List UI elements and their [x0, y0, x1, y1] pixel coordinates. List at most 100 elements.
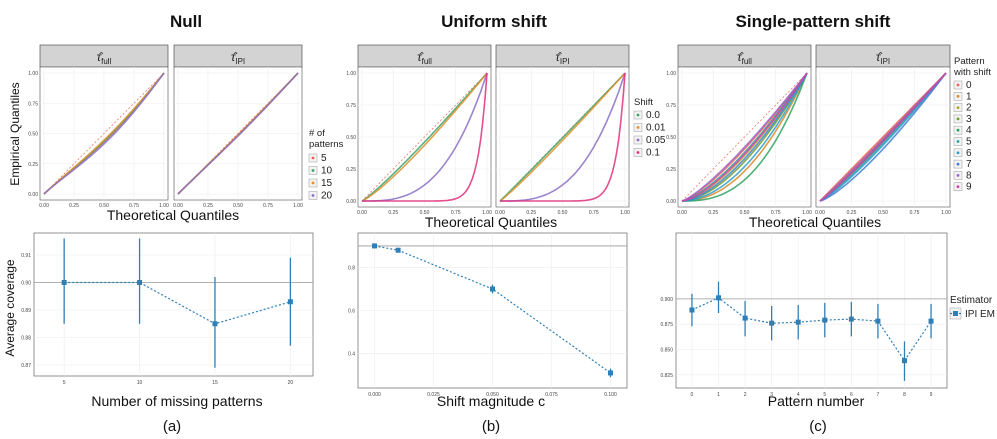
- qq-single-legend-dot-4: [956, 128, 960, 132]
- qq-uniform-full-ytick: 0.75: [346, 103, 356, 109]
- qq-single-legend-label-3: 3: [966, 114, 972, 125]
- qq-uniform-legend-title: Shift: [634, 97, 653, 108]
- coverage-single-point: [901, 358, 907, 364]
- qq-single-legend-dot-1: [956, 94, 960, 98]
- qq-single-full-series-8: [681, 72, 808, 202]
- qq-null-legend-title: # of: [309, 128, 325, 139]
- qq-null-legend-dot-5: [311, 156, 315, 160]
- qq-uniform-full-xtick: 0.50: [420, 210, 430, 216]
- coverage-uniform-xtick: 0.050: [486, 392, 499, 398]
- qq-null-full-ytick: 1.00: [28, 71, 38, 77]
- qq-uniform-legend-dot-0.1: [636, 151, 640, 154]
- coverage-single-point: [689, 307, 695, 313]
- qq-uniform-full-series-0.1: [362, 72, 488, 202]
- coverage-single-xtick: 9: [930, 392, 933, 398]
- qq-null-full-xtick: 0.50: [99, 203, 109, 209]
- coverage-single-ytick: 0.825: [660, 373, 673, 379]
- qq-uniform-IPI-xtick: 0.25: [526, 210, 536, 216]
- coverage-xlabel-single: Pattern number: [768, 393, 865, 409]
- qq-null-IPI-series-20: [177, 72, 299, 195]
- qq-null-IPI-xtick: 0.25: [203, 203, 213, 209]
- coverage-ylabel: Average coverage: [3, 259, 17, 357]
- coverage-single-legend-marker: [953, 311, 958, 316]
- coverage-single-legend-label: IPI EM: [965, 309, 995, 320]
- coverage-single-point: [875, 318, 881, 324]
- qq-single-full-xtick: 1.00: [802, 210, 812, 216]
- qq-null-legend-label-10: 10: [321, 166, 333, 177]
- coverage-uniform-xtick: 0.025: [427, 392, 440, 398]
- qq-single-IPI-xtick: 0.25: [847, 210, 857, 216]
- coverage-uniform-point: [490, 286, 495, 292]
- qq-null-legend-dot-10: [311, 169, 315, 172]
- qq-single-legend-label-1: 1: [966, 91, 972, 102]
- qq-uniform-legend-label-0.05: 0.05: [646, 135, 666, 146]
- qq-single-legend-label-9: 9: [966, 182, 972, 193]
- qq-single-legend-dot-8: [956, 174, 960, 177]
- qq-null-legend-title: patterns: [309, 139, 344, 150]
- coverage-null-ytick: 0.88: [21, 336, 31, 342]
- qq-single-legend-label-7: 7: [966, 159, 972, 170]
- qq-single-legend-dot-9: [956, 185, 960, 189]
- qq-uniform-full-series-0.0: [361, 72, 488, 202]
- qq-uniform-full-strip-sub: full: [422, 57, 432, 66]
- qq-single-full-xtick: 0.75: [771, 210, 781, 216]
- qq-single-full-ytick: 0.75: [666, 103, 676, 109]
- coverage-single-point: [742, 315, 748, 321]
- qq-null-full-ytick: 0.50: [28, 132, 38, 138]
- qq-single-legend-label-6: 6: [966, 148, 972, 159]
- qq-single-IPI-series-7: [819, 72, 947, 202]
- qq-uniform-full-series-0.01: [361, 72, 488, 202]
- qq-null-full-xtick: 1.00: [159, 203, 169, 209]
- qq-null-full-ytick: 0.00: [28, 192, 38, 198]
- qq-uniform-full-xtick: 0.25: [388, 210, 398, 216]
- coverage-null-group: 5 10 15 20 0.87 0.88 0.89 0.90 0.91: [21, 232, 314, 386]
- coverage-single-trend-line: [691, 297, 932, 362]
- coverage-single-xtick: 0: [691, 392, 694, 398]
- coverage-single-xtick: 2: [744, 392, 747, 398]
- coverage-uniform-xtick: 0.000: [368, 392, 381, 398]
- coverage-null-xtick: 20: [288, 380, 294, 386]
- qq-uniform-full-ytick: 0.00: [346, 199, 356, 205]
- coverage-null-ytick: 0.90: [21, 281, 31, 287]
- caption-b: (b): [482, 418, 500, 435]
- qq-single-IPI-series-6: [819, 72, 947, 202]
- coverage-uniform-xtick: 0.075: [545, 392, 558, 398]
- caption-a: (a): [163, 418, 181, 435]
- coverage-single-point: [795, 319, 801, 325]
- qq-uniform-full-ytick: 0.50: [346, 135, 356, 141]
- qq-null-IPI-xtick: 1.00: [293, 203, 303, 209]
- qq-single-legend-label-4: 4: [966, 125, 972, 136]
- qq-xlabel-single: Theoretical Quantiles: [749, 214, 881, 230]
- coverage-uniform-xtick: 0.100: [604, 392, 617, 398]
- coverage-single-legend-title: Estimator: [950, 295, 993, 306]
- coverage-xlabel-uniform: Shift magnitude c: [437, 393, 545, 409]
- coverage-single-ytick: 0.875: [660, 322, 673, 328]
- title-null: Null: [170, 12, 202, 31]
- qq-single-legend-dot-2: [956, 106, 960, 109]
- coverage-single-panel: [675, 232, 948, 389]
- qq-uniform-legend-label-0.01: 0.01: [646, 123, 666, 134]
- coverage-null-ytick: 0.91: [21, 253, 31, 259]
- qq-uniform-IPI-series-0.01: [499, 72, 626, 202]
- qq-single-legend-label-2: 2: [966, 103, 972, 114]
- qq-null-full-series-15: [43, 72, 165, 195]
- qq-null-full-xtick: 0.25: [69, 203, 79, 209]
- qq-single-group: τ̂full0.000.000.250.250.500.500.750.751.…: [666, 44, 991, 216]
- qq-single-full-series-3: [681, 72, 808, 202]
- qq-null-legend-label-5: 5: [321, 153, 327, 164]
- qq-null-legend-dot-15: [311, 181, 315, 185]
- qq-single-full-xtick: 0.25: [708, 210, 718, 216]
- qq-null-legend-label-15: 15: [321, 178, 333, 189]
- qq-xlabel-uniform: Theoretical Quantiles: [425, 214, 557, 230]
- qq-single-IPI-xtick: 0.75: [910, 210, 920, 216]
- qq-uniform-legend-dot-0.0: [636, 113, 640, 117]
- qq-uniform-IPI-series-0.0: [499, 72, 626, 202]
- qq-uniform-IPI-strip-sub: IPI: [560, 57, 570, 66]
- qq-null-full-strip-sub: full: [101, 57, 111, 66]
- coverage-single-point: [822, 317, 828, 323]
- coverage-uniform-group: 0.000 0.025 0.050 0.075 0.100 0.4 0.6 0.8: [348, 232, 628, 398]
- coverage-single-point: [716, 295, 722, 301]
- qq-uniform-IPI-xtick: 0.50: [558, 210, 568, 216]
- qq-null-legend-dot-20: [311, 194, 315, 197]
